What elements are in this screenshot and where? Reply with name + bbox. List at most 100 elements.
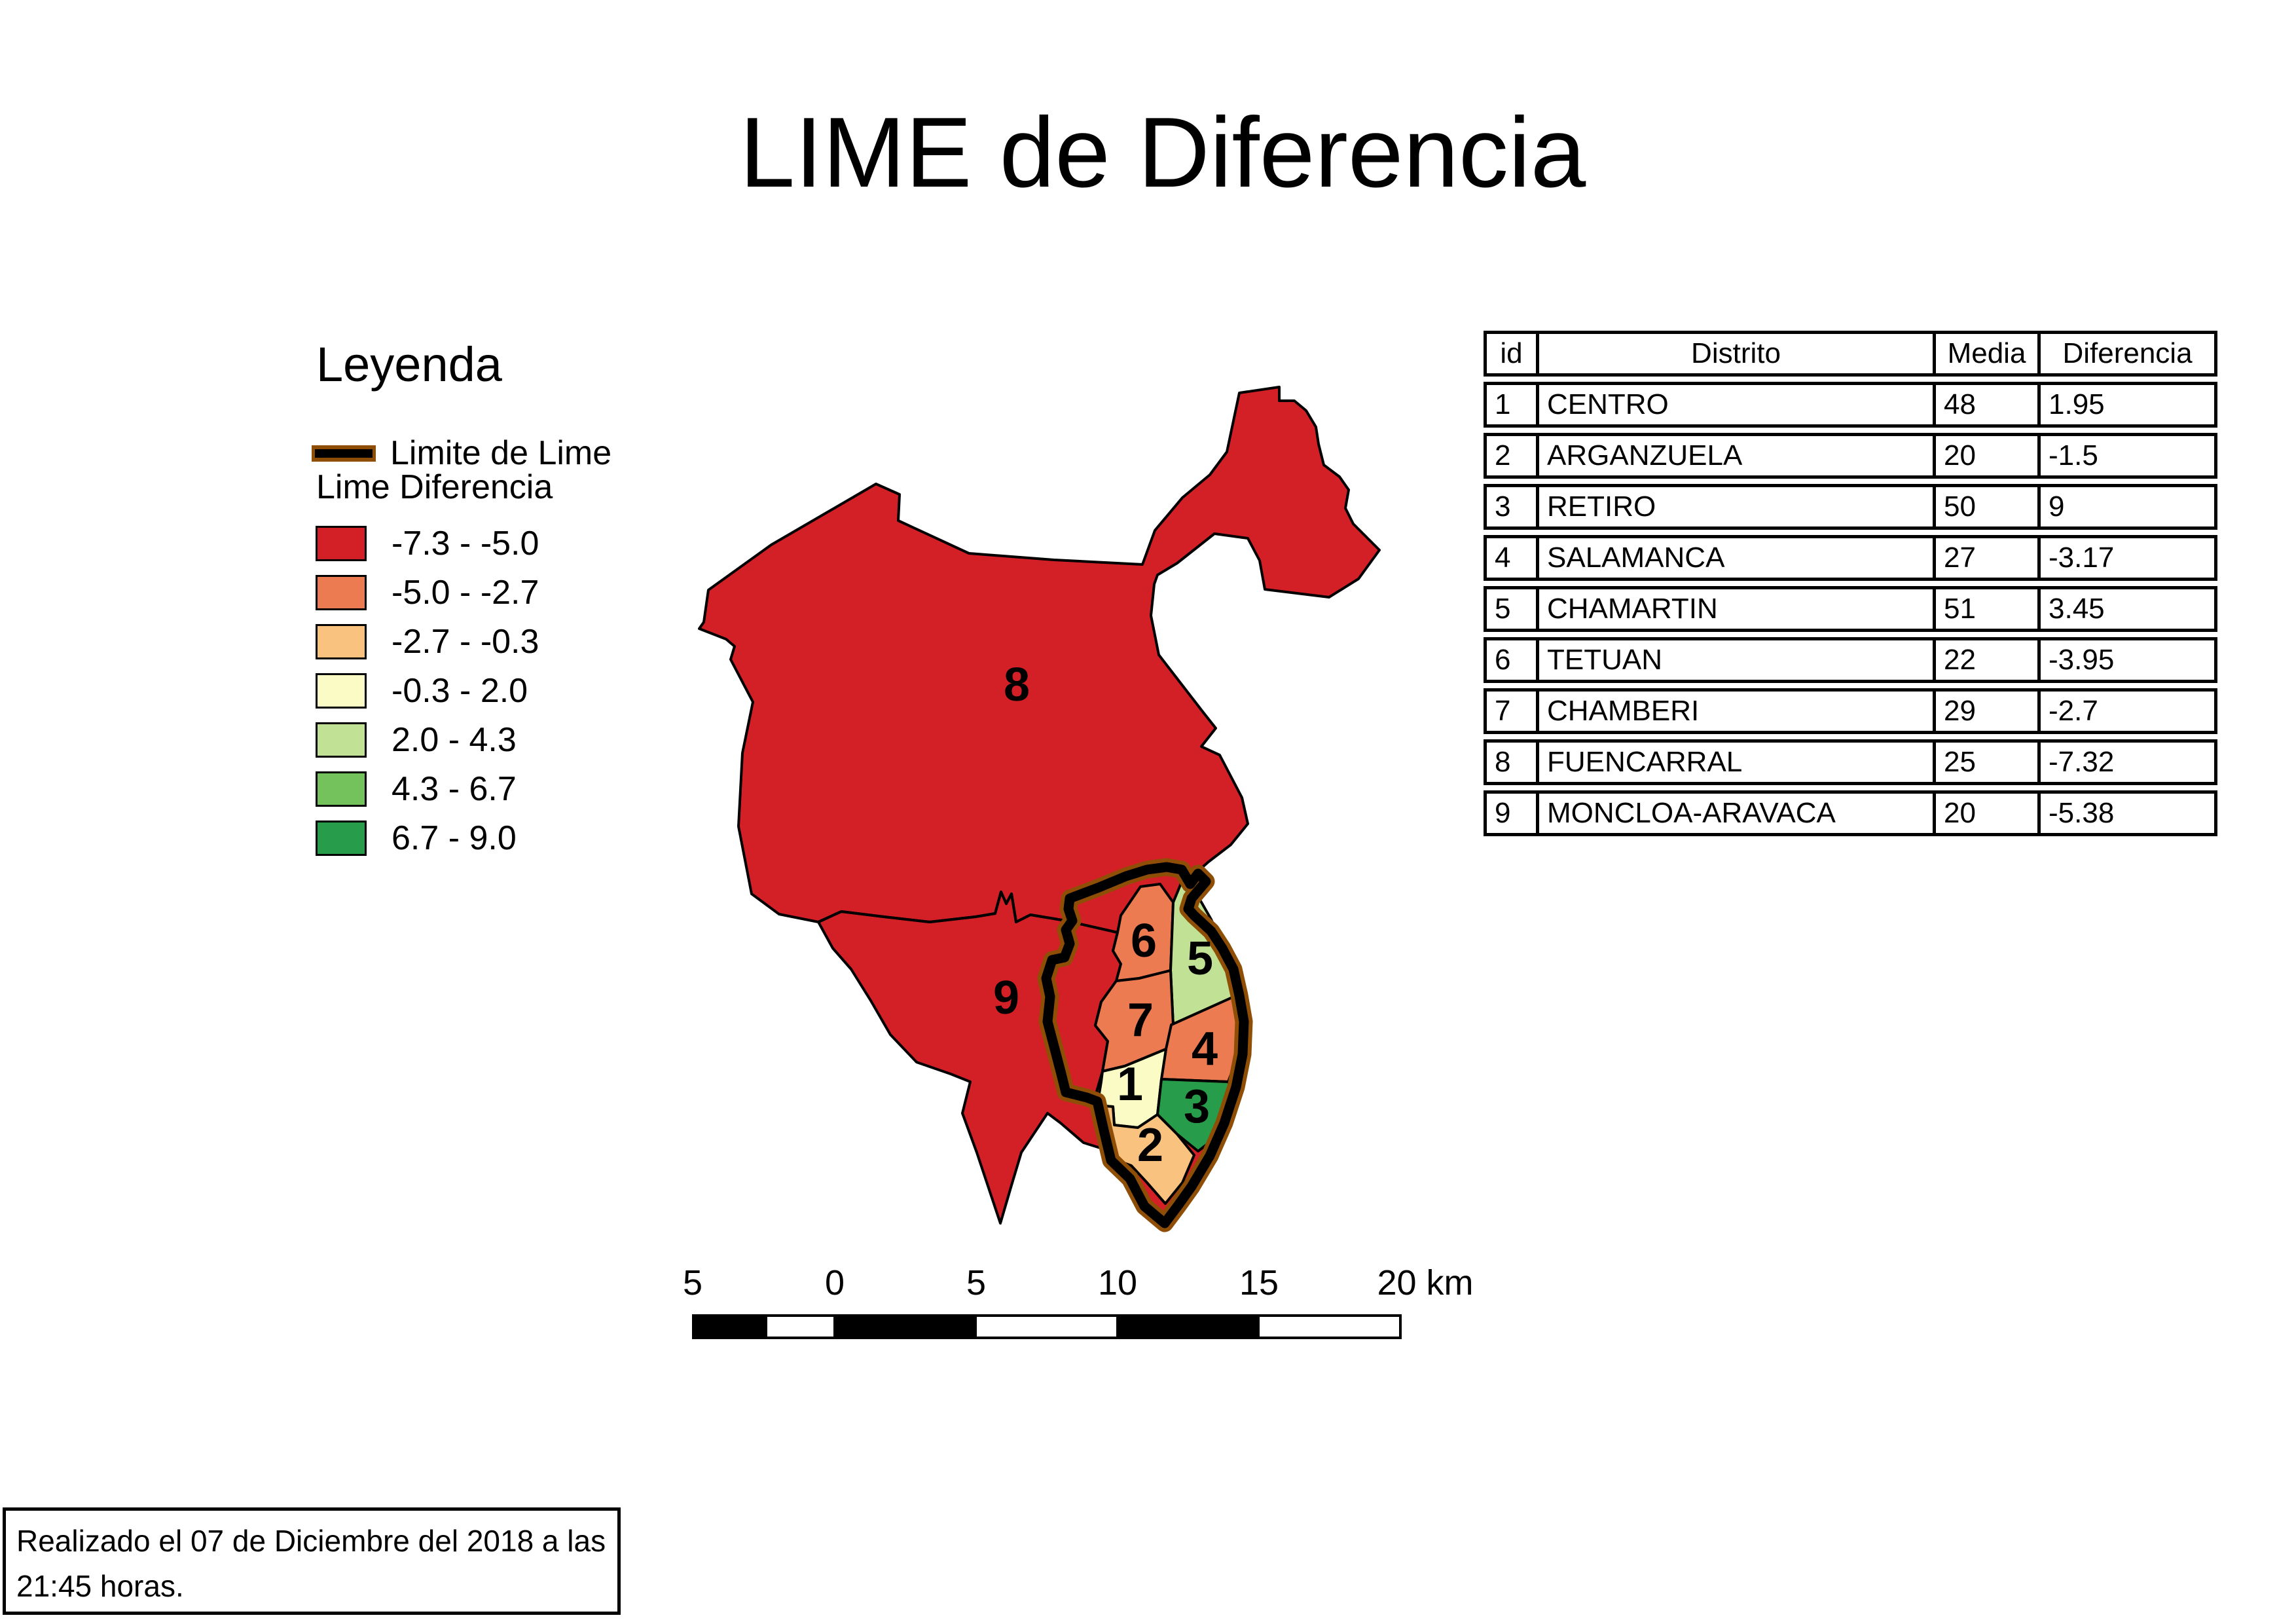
district-label-fuencarral: 8 [1004,659,1030,711]
district-label-moncloa: 9 [993,972,1019,1024]
scalebar-label-end: 20 km [1377,1263,1474,1302]
scalebar-segment [765,1317,833,1337]
scalebar-label: 15 [1239,1263,1279,1302]
cell-diferencia: 1.95 [2049,388,2105,420]
cell-distrito: RETIRO [1539,487,1936,526]
scalebar-segment [1258,1317,1399,1337]
class-label: 4.3 - 6.7 [392,770,517,808]
district-8-9-border [818,891,1118,934]
cell-media: 20 [1936,436,2041,475]
page-title: LIME de Diferencia [739,97,1586,208]
scalebar-label: 5 [682,1263,703,1302]
table-row: 7 CHAMBERI 29 -2.7 [1484,688,2217,734]
cell-diferencia: -1.5 [2049,439,2098,471]
class-label: -5.0 - -2.7 [392,574,539,612]
header-id: id [1487,334,1539,373]
cell-media: 51 [1936,589,2041,629]
limite-line-swatch-core [315,449,373,458]
cell-diferencia: -2.7 [2049,695,2098,727]
table-row: 3 RETIRO 50 9 [1484,484,2217,530]
cell-id: 9 [1487,794,1539,833]
footer-note-text: Realizado el 07 de Diciembre del 2018 a … [16,1524,606,1603]
class-label: -2.7 - -0.3 [392,623,539,661]
district-data-table: id Distrito Media Diferencia 1 CENTRO 48… [1484,331,2217,841]
table-row: 5 CHAMARTIN 51 3.45 [1484,586,2217,632]
cell-id: 2 [1487,436,1539,475]
table-row: 9 MONCLOA-ARAVACA 20 -5.38 [1484,790,2217,836]
cell-media: 48 [1936,385,2041,424]
district-label-salamanca: 4 [1192,1023,1218,1075]
table-row: 6 TETUAN 22 -3.95 [1484,637,2217,683]
cell-distrito: ARGANZUELA [1539,436,1936,475]
legend-heading: Leyenda [316,337,502,392]
class-label: -0.3 - 2.0 [392,672,528,710]
class-swatch [316,624,367,659]
header-media: Media [1936,334,2041,373]
cell-media: 22 [1936,640,2041,680]
cell-id: 1 [1487,385,1539,424]
table-row: 4 SALAMANCA 27 -3.17 [1484,535,2217,581]
scalebar-label: 0 [824,1263,845,1302]
scalebar-label: 5 [966,1263,987,1302]
legend-class-row: 4.3 - 6.7 [316,769,517,809]
cell-diferencia: -7.32 [2049,746,2115,778]
limite-de-lime-line [1041,862,1249,1228]
table-row: 1 CENTRO 48 1.95 [1484,382,2217,428]
cell-distrito: CHAMARTIN [1539,589,1936,629]
cell-media: 20 [1936,794,2041,833]
cell-diferencia: 3.45 [2049,593,2105,625]
cell-media: 50 [1936,487,2041,526]
district-label-tetuan: 6 [1131,915,1157,967]
scalebar-segment [833,1317,975,1337]
table-row: 8 FUENCARRAL 25 -7.32 [1484,739,2217,785]
scalebar-segment [975,1317,1116,1337]
cell-media: 27 [1936,538,2041,578]
legend-item-limite-label: Limite de Lime [390,434,612,472]
cell-diferencia: -3.95 [2049,644,2115,676]
legend-class-row: -2.7 - -0.3 [316,622,539,661]
legend-class-row: 6.7 - 9.0 [316,819,517,858]
class-swatch [316,722,367,758]
district-label-chamberi: 7 [1127,994,1154,1046]
cell-diferencia: 9 [2049,490,2065,523]
district-label-retiro: 3 [1184,1080,1210,1133]
cell-id: 3 [1487,487,1539,526]
scalebar [692,1314,1402,1339]
cell-media: 25 [1936,743,2041,782]
district-label-arganzuela: 2 [1137,1119,1163,1172]
cell-id: 5 [1487,589,1539,629]
header-distrito: Distrito [1539,334,1936,373]
table-header-row: id Distrito Media Diferencia [1484,331,2217,377]
legend-item-limite: Limite de Lime [312,434,611,473]
cell-distrito: CENTRO [1539,385,1936,424]
class-swatch [316,673,367,709]
legend-class-row: -7.3 - -5.0 [316,524,539,563]
scalebar-segment [695,1317,765,1337]
legend-class-row: -0.3 - 2.0 [316,671,528,710]
district-label-chamartin: 5 [1187,932,1213,985]
class-swatch [316,821,367,856]
cell-id: 4 [1487,538,1539,578]
cell-diferencia: -3.17 [2049,542,2115,574]
cell-id: 6 [1487,640,1539,680]
scalebar-segment [1116,1317,1258,1337]
class-swatch [316,575,367,610]
district-shape-fuencarral [698,386,1381,923]
limite-line-swatch [312,445,376,462]
class-swatch [316,771,367,807]
scalebar-label: 10 [1097,1263,1138,1302]
cell-diferencia: -5.38 [2049,797,2115,829]
cell-distrito: MONCLOA-ARAVACA [1539,794,1936,833]
cell-distrito: FUENCARRAL [1539,743,1936,782]
table-row: 2 ARGANZUELA 20 -1.5 [1484,433,2217,479]
class-label: 2.0 - 4.3 [392,721,517,759]
legend: Leyenda Limite de Lime Lime Diferencia -… [312,337,783,900]
legend-class-row: 2.0 - 4.3 [316,720,517,760]
legend-class-row: -5.0 - -2.7 [316,573,539,612]
cell-id: 8 [1487,743,1539,782]
class-swatch [316,526,367,561]
class-label: 6.7 - 9.0 [392,819,517,857]
footer-note-box: Realizado el 07 de Diciembre del 2018 a … [3,1507,621,1615]
